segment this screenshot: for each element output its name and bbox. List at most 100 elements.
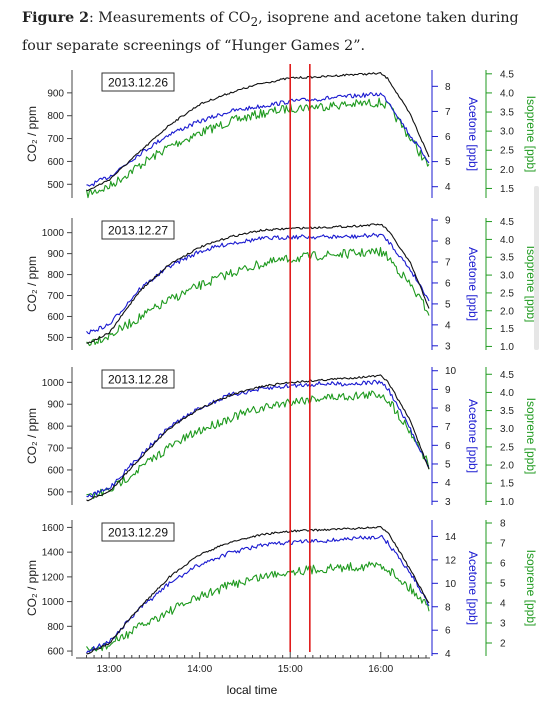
co2-tick-label-600: 600 [47,312,64,323]
acetone-tick-label-4: 4 [445,649,451,660]
acetone-tick-label-10: 10 [445,366,457,377]
isoprene-tick-label-8: 8 [500,519,506,530]
co2-tick-label-500: 500 [47,333,64,344]
isoprene-tick-label-2: 2.0 [500,461,514,472]
series-co2-line [86,525,430,655]
isoprene-tick-label-5: 5 [500,579,506,590]
isoprene-tick-label-2: 2.0 [500,306,514,317]
isoprene-tick-label-2.5: 2.5 [500,288,514,299]
acetone-tick-label-7: 7 [445,422,451,433]
co2-axis-title: CO₂ / ppm [25,256,39,312]
x-tick-label-13:00: 13:00 [97,664,122,675]
caption-text-part-2: , isoprene and acetone taken during four… [22,10,519,54]
acetone-tick-label-4: 4 [445,182,451,193]
isoprene-tick-label-4: 4.0 [500,88,514,99]
acetone-tick-label-6: 6 [445,441,451,452]
panel-2013.12.26: 500 600 700 800 900 CO₂ / ppm 4 5 6 7 8 Acetone [pp… [25,69,538,199]
isoprene-tick-label-4.5: 4.5 [500,370,514,381]
co2-tick-label-800: 800 [47,270,64,281]
acetone-tick-label-6: 6 [445,278,451,289]
isoprene-tick-label-1.5: 1.5 [500,184,514,195]
isoprene-tick-label-3: 3.0 [500,271,514,282]
co2-tick-label-900: 900 [47,400,64,411]
series-co2-line [86,374,430,502]
x-tick-label-14:00: 14:00 [187,664,212,675]
acetone-tick-label-12: 12 [445,555,457,566]
acetone-tick-label-8: 8 [445,237,451,248]
isoprene-tick-label-3.5: 3.5 [500,406,514,417]
panel-2013.12.29: 600 800 1000 1200 1400 1600 CO₂ / ppm 4 6 8 10 12 14… [25,519,538,698]
isoprene-axis-title: Isoprene [ppb] [524,550,538,627]
isoprene-tick-label-3: 3.0 [500,127,514,138]
co2-tick-label-700: 700 [47,134,64,145]
series-co2-line [86,223,430,344]
scrollbar-thumb[interactable] [534,186,539,350]
isoprene-axis-title: Isoprene [ppb] [524,398,538,475]
co2-axis-title: CO₂ / ppm [25,560,39,616]
isoprene-tick-label-6: 6 [500,559,506,570]
x-tick-label-16:00: 16:00 [368,664,393,675]
isoprene-axis-title: Isoprene [ppb] [524,96,538,173]
co2-axis-title: CO₂ / ppm [25,106,39,162]
isoprene-tick-label-4: 4.0 [500,235,514,246]
co2-tick-label-1400: 1400 [42,548,65,559]
co2-tick-label-500: 500 [47,180,64,191]
date-box [101,220,175,240]
series-isoprene-line [86,390,430,500]
acetone-tick-label-8: 8 [445,82,451,93]
co2-tick-label-1000: 1000 [42,228,65,239]
date-label: 2013.12.29 [108,526,168,540]
isoprene-tick-label-3: 3 [500,619,506,630]
acetone-tick-label-4: 4 [445,478,451,489]
acetone-tick-label-5: 5 [445,157,451,168]
acetone-tick-label-9: 9 [445,385,451,396]
acetone-axis-title: Acetone [ppb] [466,247,480,321]
acetone-axis-title: Acetone [ppb] [466,551,480,625]
co2-tick-label-600: 600 [47,157,64,168]
co2-tick-label-700: 700 [47,291,64,302]
acetone-tick-label-5: 5 [445,459,451,470]
series-isoprene-line [85,97,430,199]
isoprene-tick-label-2.5: 2.5 [500,442,514,453]
acetone-tick-label-10: 10 [445,579,457,590]
panel-2013.12.28: 500 600 700 800 900 1000 CO₂ / ppm 3 4 5 6 7 8 9 10 Ace… [25,366,538,508]
caption-subscript: 2 [250,14,259,29]
acetone-tick-label-8: 8 [445,602,451,613]
acetone-tick-label-7: 7 [445,107,451,118]
acetone-axis-title: Acetone [ppb] [466,97,480,171]
isoprene-tick-label-2: 2 [500,639,506,650]
co2-tick-label-700: 700 [47,444,64,455]
co2-tick-label-1600: 1600 [42,523,65,534]
isoprene-tick-label-2.5: 2.5 [500,146,514,157]
caption-text-part-1: : Measurements of CO [89,10,251,26]
date-label: 2013.12.27 [108,224,168,238]
series-isoprene-line [86,246,430,347]
x-axis-title: local time [227,683,278,697]
co2-tick-label-1200: 1200 [42,572,65,583]
isoprene-tick-label-1: 1.0 [500,497,514,508]
isoprene-tick-label-4.5: 4.5 [500,217,514,228]
acetone-tick-label-6: 6 [445,132,451,143]
series-acetone-line [86,379,430,498]
co2-tick-label-800: 800 [47,422,64,433]
date-box [101,522,175,542]
figure-caption: Figure 2: Measurements of CO2, isoprene … [22,6,532,58]
isoprene-tick-label-1.5: 1.5 [500,479,514,490]
date-box [101,369,175,389]
acetone-tick-label-3: 3 [445,497,451,508]
series-co2-line [86,72,430,192]
acetone-axis-title: Acetone [ppb] [466,399,480,473]
isoprene-tick-label-1: 1.0 [500,342,514,353]
isoprene-tick-label-4: 4 [500,599,506,610]
series-acetone-line [86,92,430,187]
acetone-tick-label-6: 6 [445,626,451,637]
co2-tick-label-800: 800 [47,111,64,122]
acetone-tick-label-9: 9 [445,216,451,227]
co2-tick-label-500: 500 [47,487,64,498]
panel-2013.12.27: 500 600 700 800 900 1000 CO₂ / ppm 3 4 5 6 7 8 9 Aceto… [25,216,538,353]
date-box [101,72,175,92]
acetone-tick-label-5: 5 [445,299,451,310]
acetone-tick-label-4: 4 [445,320,451,331]
isoprene-tick-label-4: 4.0 [500,388,514,399]
